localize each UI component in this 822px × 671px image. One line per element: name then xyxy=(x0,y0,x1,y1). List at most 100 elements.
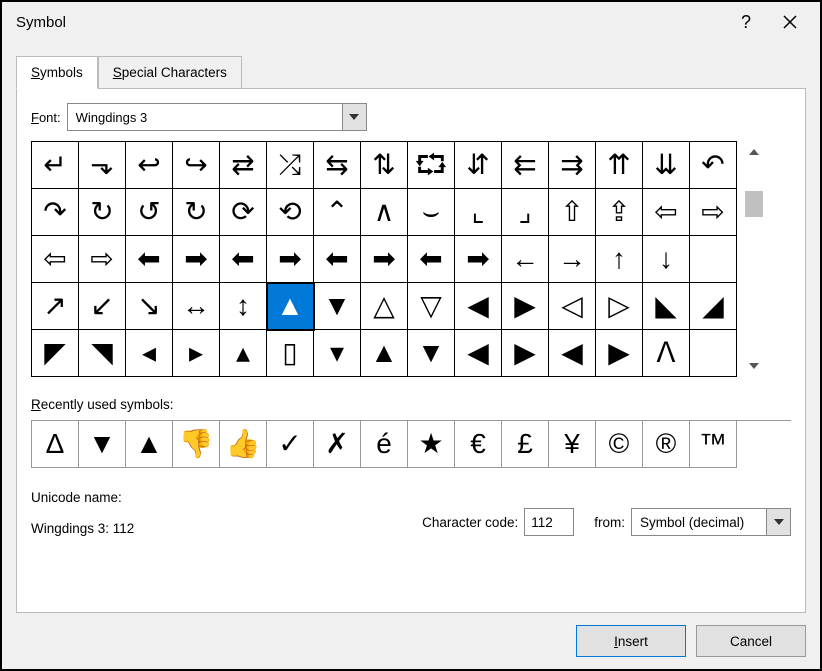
recent-symbol-cell[interactable]: ▼ xyxy=(79,421,126,468)
symbol-cell[interactable]: ← xyxy=(502,236,549,283)
symbol-cell[interactable]: ▸ xyxy=(173,330,220,377)
symbol-cell[interactable]: ⌣ xyxy=(408,189,455,236)
insert-button[interactable]: Insert xyxy=(576,625,686,657)
symbol-cell[interactable]: ↙ xyxy=(79,283,126,330)
symbol-cell[interactable]: ◥ xyxy=(79,330,126,377)
symbol-cell[interactable]: ↺ xyxy=(126,189,173,236)
symbol-cell[interactable]: ↕ xyxy=(220,283,267,330)
symbol-cell[interactable]: ∧ xyxy=(361,189,408,236)
symbol-cell[interactable]: ◣ xyxy=(643,283,690,330)
recent-symbol-cell[interactable]: Δ xyxy=(32,421,79,468)
recent-symbol-cell[interactable]: ® xyxy=(643,421,690,468)
close-button[interactable] xyxy=(768,3,812,41)
symbol-cell[interactable]: ⌟ xyxy=(502,189,549,236)
symbol-cell[interactable]: ▼ xyxy=(408,330,455,377)
symbol-cell[interactable]: ◤ xyxy=(32,330,79,377)
symbol-cell[interactable]: ⇇ xyxy=(502,142,549,189)
symbol-cell[interactable]: ➡ xyxy=(455,236,502,283)
symbol-cell[interactable]: ⇅ xyxy=(361,142,408,189)
symbol-cell[interactable]: ▯ xyxy=(267,330,314,377)
symbol-cell[interactable]: ⇨ xyxy=(690,189,737,236)
help-button[interactable]: ? xyxy=(724,3,768,41)
symbol-cell[interactable]: ↷ xyxy=(32,189,79,236)
symbol-cell[interactable]: ᐱ xyxy=(643,330,690,377)
symbol-cell[interactable]: ⮔ xyxy=(408,142,455,189)
symbol-cell[interactable]: ➡ xyxy=(361,236,408,283)
recent-symbol-cell[interactable]: ✓ xyxy=(267,421,314,468)
symbol-cell[interactable]: ⇉ xyxy=(549,142,596,189)
symbol-cell[interactable]: ▲ xyxy=(361,330,408,377)
symbol-cell[interactable]: ⇈ xyxy=(596,142,643,189)
symbol-cell[interactable]: ⇪ xyxy=(596,189,643,236)
symbol-cell[interactable]: ◀ xyxy=(455,283,502,330)
symbol-cell[interactable]: ▲ xyxy=(267,283,314,330)
symbol-cell[interactable]: ⬅ xyxy=(126,236,173,283)
symbol-cell[interactable]: ⇨ xyxy=(79,236,126,283)
symbol-cell[interactable]: ⇆ xyxy=(314,142,361,189)
symbol-cell[interactable]: ↻ xyxy=(173,189,220,236)
symbol-cell[interactable]: ▶ xyxy=(502,283,549,330)
symbol-cell[interactable]: ▽ xyxy=(408,283,455,330)
symbol-cell[interactable]: ⬅ xyxy=(220,236,267,283)
symbol-cell[interactable]: ⇦ xyxy=(643,189,690,236)
symbol-cell[interactable]: ▾ xyxy=(314,330,361,377)
symbol-cell[interactable]: ⟲ xyxy=(267,189,314,236)
symbol-cell[interactable]: △ xyxy=(361,283,408,330)
cancel-button[interactable]: Cancel xyxy=(696,625,806,657)
symbol-cell[interactable]: ↵ xyxy=(32,142,79,189)
symbol-cell[interactable] xyxy=(690,330,737,377)
symbol-cell[interactable]: ⇧ xyxy=(549,189,596,236)
symbol-cell[interactable]: ⇵ xyxy=(455,142,502,189)
tab-special-characters[interactable]: Special Characters xyxy=(98,56,242,89)
recent-symbol-cell[interactable]: © xyxy=(596,421,643,468)
symbol-cell[interactable]: ↩ xyxy=(126,142,173,189)
symbol-cell[interactable]: ↪ xyxy=(173,142,220,189)
symbol-cell[interactable]: ⤮ xyxy=(267,142,314,189)
symbol-cell[interactable]: ◀ xyxy=(549,330,596,377)
from-select[interactable]: Symbol (decimal) xyxy=(631,508,791,536)
recent-symbol-cell[interactable]: ¥ xyxy=(549,421,596,468)
scroll-up-icon[interactable] xyxy=(743,141,765,163)
symbol-cell[interactable]: ↔ xyxy=(173,283,220,330)
symbol-cell[interactable]: ▴ xyxy=(220,330,267,377)
grid-scrollbar[interactable] xyxy=(743,141,765,377)
charcode-input[interactable] xyxy=(524,508,574,536)
recent-symbol-cell[interactable]: é xyxy=(361,421,408,468)
symbol-cell[interactable]: ◁ xyxy=(549,283,596,330)
symbol-cell[interactable]: ↻ xyxy=(79,189,126,236)
recent-symbol-cell[interactable]: ▲ xyxy=(126,421,173,468)
symbol-cell[interactable]: ↓ xyxy=(643,236,690,283)
symbol-cell[interactable]: ▶ xyxy=(596,330,643,377)
symbol-cell[interactable]: ➡ xyxy=(267,236,314,283)
symbol-cell[interactable]: ⬅ xyxy=(408,236,455,283)
symbol-cell[interactable]: ⬎ xyxy=(79,142,126,189)
tab-symbols[interactable]: Symbols xyxy=(16,56,98,89)
symbol-cell[interactable] xyxy=(690,236,737,283)
font-select[interactable]: Wingdings 3 xyxy=(67,103,367,131)
recent-symbol-cell[interactable]: ✗ xyxy=(314,421,361,468)
symbol-cell[interactable]: ↗ xyxy=(32,283,79,330)
symbol-cell[interactable]: ⇊ xyxy=(643,142,690,189)
symbol-cell[interactable]: ➡ xyxy=(173,236,220,283)
recent-symbol-cell[interactable]: ★ xyxy=(408,421,455,468)
symbol-cell[interactable]: ⇦ xyxy=(32,236,79,283)
symbol-cell[interactable]: → xyxy=(549,236,596,283)
symbol-cell[interactable]: ▶ xyxy=(502,330,549,377)
recent-symbol-cell[interactable]: ™ xyxy=(690,421,737,468)
symbol-cell[interactable]: ◂ xyxy=(126,330,173,377)
symbol-cell[interactable]: ⟳ xyxy=(220,189,267,236)
symbol-cell[interactable]: ⌞ xyxy=(455,189,502,236)
scroll-thumb[interactable] xyxy=(745,191,763,217)
symbol-cell[interactable]: ↑ xyxy=(596,236,643,283)
symbol-cell[interactable]: ↶ xyxy=(690,142,737,189)
symbol-cell[interactable]: ◀ xyxy=(455,330,502,377)
recent-symbol-cell[interactable]: £ xyxy=(502,421,549,468)
symbol-cell[interactable]: ◢ xyxy=(690,283,737,330)
symbol-cell[interactable]: ▷ xyxy=(596,283,643,330)
scroll-down-icon[interactable] xyxy=(743,355,765,377)
symbol-cell[interactable]: ⇄ xyxy=(220,142,267,189)
recent-symbol-cell[interactable]: 👍 xyxy=(220,421,267,468)
recent-symbol-cell[interactable]: € xyxy=(455,421,502,468)
symbol-cell[interactable]: ↘ xyxy=(126,283,173,330)
recent-symbol-cell[interactable]: 👎 xyxy=(173,421,220,468)
